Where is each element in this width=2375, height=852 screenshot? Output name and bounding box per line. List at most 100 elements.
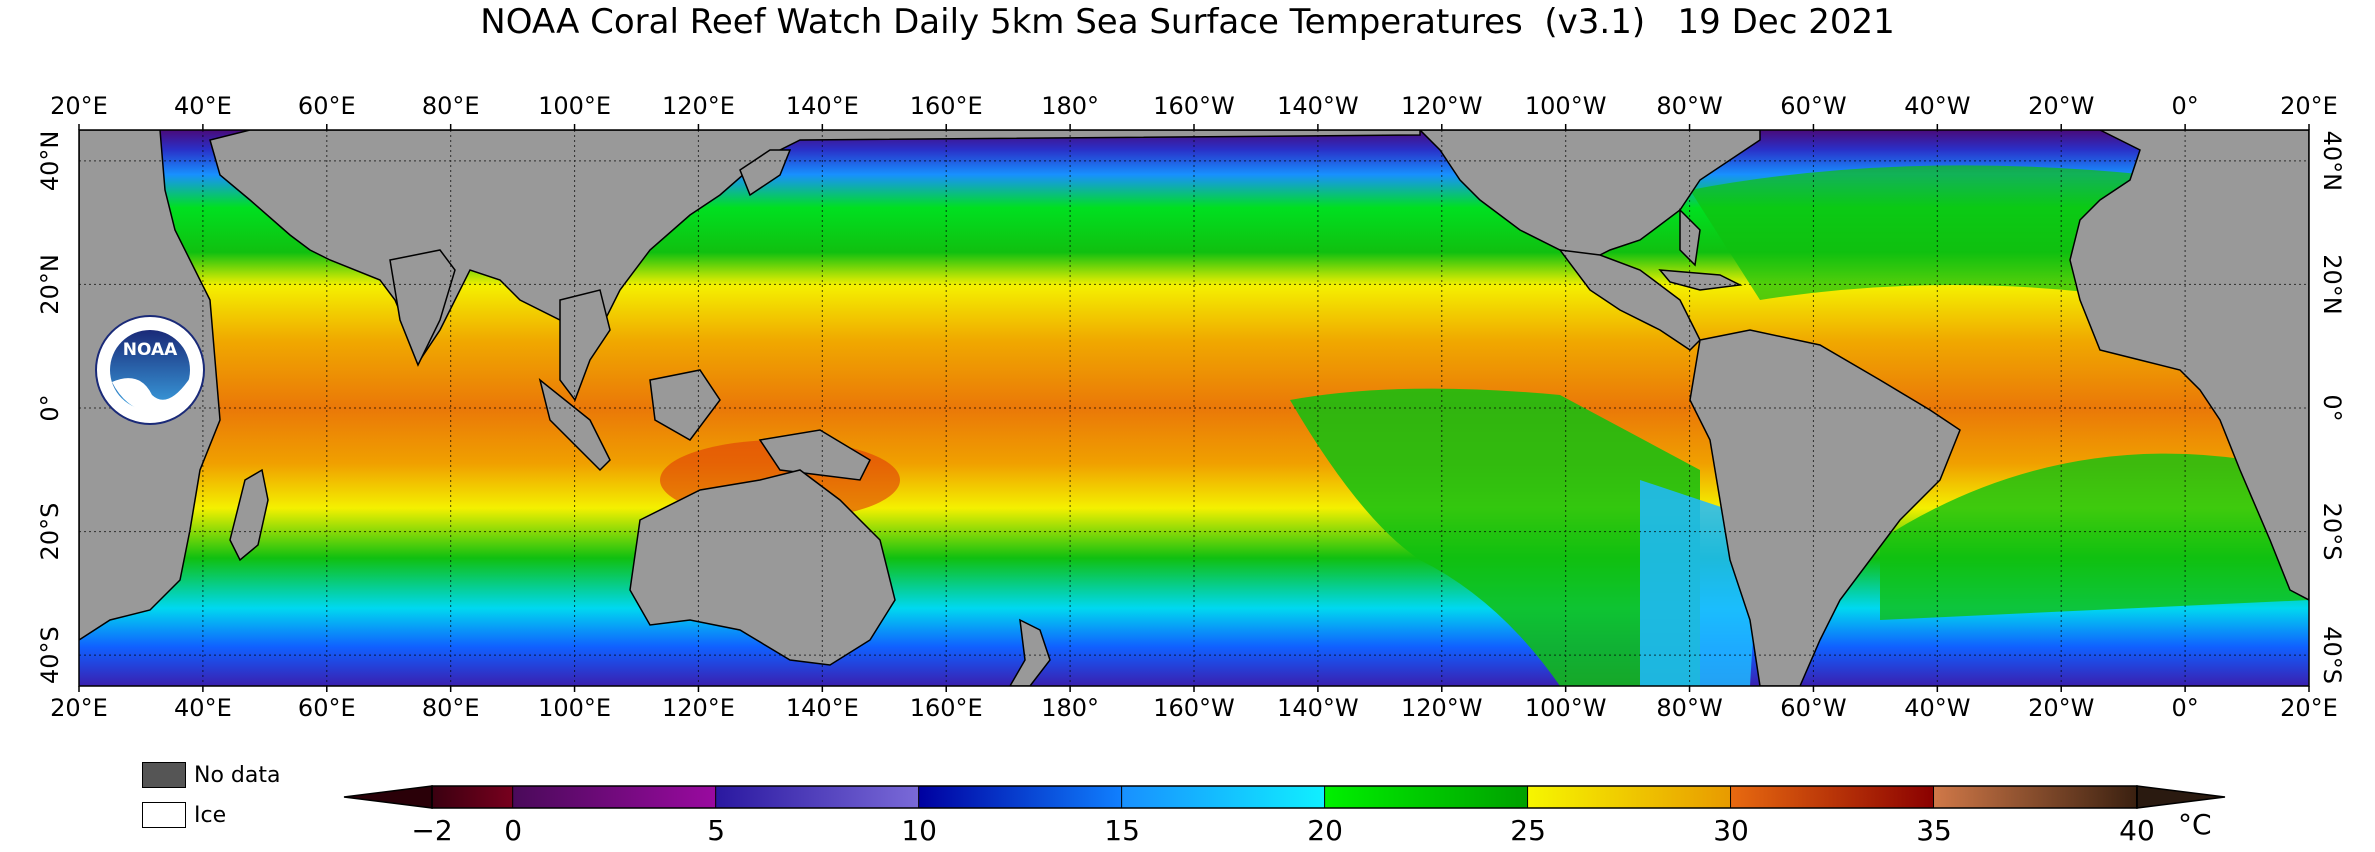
lon-label-top: 60°E: [298, 92, 356, 120]
lon-label-bottom: 80°W: [1656, 694, 1722, 722]
colorbar-tick-label: 10: [901, 814, 937, 847]
south-america: [1689, 329, 1961, 686]
indochina: [559, 289, 611, 402]
africa-west: [2069, 130, 2309, 601]
colorbar-ticks: −2 0 5 10 15 20 25 30 35 40: [411, 814, 2154, 847]
lat-label-right: 20°S: [2318, 503, 2346, 561]
new-guinea: [758, 429, 871, 481]
lon-label-top: 120°E: [662, 92, 735, 120]
colorbar-segment: [1934, 786, 2137, 808]
lon-label-bottom: 60°E: [298, 694, 356, 722]
lon-label-top: 20°W: [2028, 92, 2094, 120]
lon-label-bottom: 20°E: [2280, 694, 2338, 722]
lon-label-top: 60°W: [1780, 92, 1846, 120]
latitude-labels-left: 40°N 20°N 0° 20°S 40°S: [36, 131, 64, 684]
lon-label-top: 160°W: [1153, 92, 1235, 120]
lat-label-right: 40°S: [2318, 626, 2346, 684]
ice-label: Ice: [194, 802, 227, 828]
lon-label-bottom: 60°W: [1780, 694, 1846, 722]
colorbar-unit: °C: [2178, 808, 2212, 841]
colorbar: [343, 785, 2226, 809]
east-pacific-cool-tongue: [1290, 388, 1700, 686]
lat-label-right: 20°N: [2318, 254, 2346, 315]
lon-label-bottom: 120°E: [662, 694, 735, 722]
lon-label-top: 120°W: [1401, 92, 1483, 120]
florida: [1679, 208, 1701, 267]
lon-label-top: 160°E: [910, 92, 983, 120]
latitude-labels-right: 40°N 20°N 0° 20°S 40°S: [2318, 131, 2346, 684]
longitude-labels-bottom: 20°E 40°E 60°E 80°E 100°E 120°E 140°E 160°E 180°…: [50, 686, 2338, 722]
lon-label-bottom: 140°W: [1277, 694, 1359, 722]
lon-label-bottom: 80°E: [422, 694, 480, 722]
no-data-swatch: [142, 762, 186, 788]
lat-label-left: 40°N: [36, 131, 64, 192]
lon-label-top: 100°W: [1525, 92, 1607, 120]
lat-label-right: 0°: [2318, 394, 2346, 421]
lat-label-left: 0°: [36, 394, 64, 421]
lon-label-bottom: 20°W: [2028, 694, 2094, 722]
lon-label-top: 40°E: [174, 92, 232, 120]
cuba: [1658, 269, 1743, 291]
lon-label-top: 20°E: [2280, 92, 2338, 120]
colorbar-frame: [431, 785, 2138, 809]
map-title: NOAA Coral Reef Watch Daily 5km Sea Surf…: [480, 2, 1895, 42]
lon-label-top: 40°W: [1904, 92, 1970, 120]
colorbar-over-arrow: [2136, 785, 2226, 809]
lon-label-top: 80°E: [422, 92, 480, 120]
colorbar-tick-label: −2: [411, 814, 452, 847]
colorbar-segment: [1731, 786, 1935, 808]
colorbar-tick-label: 5: [707, 814, 725, 847]
lon-label-top: 20°E: [50, 92, 108, 120]
lon-label-top: 140°E: [786, 92, 859, 120]
new-zealand: [1009, 618, 1051, 686]
colorbar-tick-label: 35: [1916, 814, 1952, 847]
colorbar-tick-label: 15: [1104, 814, 1140, 847]
colorbar-segment: [1122, 786, 1326, 808]
lon-label-top: 100°E: [538, 92, 611, 120]
lon-label-top: 80°W: [1656, 92, 1722, 120]
colorbar-tick-label: 30: [1713, 814, 1749, 847]
no-data-label: No data: [194, 762, 281, 788]
lon-label-bottom: 0°: [2171, 694, 2198, 722]
colorbar-under-arrow: [343, 785, 433, 809]
lon-label-bottom: 100°W: [1525, 694, 1607, 722]
colorbar-segment: [716, 786, 920, 808]
colorbar-segment: [919, 786, 1123, 808]
colorbar-segment: [432, 786, 514, 808]
lat-label-right: 40°N: [2318, 131, 2346, 192]
australia: [629, 469, 896, 666]
legend-ice: Ice: [142, 800, 226, 830]
borneo: [649, 369, 721, 441]
lon-label-bottom: 160°W: [1153, 694, 1235, 722]
lon-label-bottom: 20°E: [50, 694, 108, 722]
legend-no-data: No data: [142, 760, 280, 790]
lon-label-top: 0°: [2171, 92, 2198, 120]
ice-swatch: [142, 802, 186, 828]
colorbar-tick-label: 0: [504, 814, 522, 847]
lon-label-bottom: 140°E: [786, 694, 859, 722]
india: [389, 249, 456, 367]
central-america: [1558, 249, 1701, 351]
colorbar-tick-label: 25: [1510, 814, 1546, 847]
lon-label-bottom: 100°E: [538, 694, 611, 722]
lon-label-bottom: 40°W: [1904, 694, 1970, 722]
lon-label-bottom: 120°W: [1401, 694, 1483, 722]
lon-label-bottom: 160°E: [910, 694, 983, 722]
lon-label-bottom: 40°E: [174, 694, 232, 722]
lat-label-left: 40°S: [36, 626, 64, 684]
colorbar-segment: [513, 786, 717, 808]
south-atlantic-cool: [1880, 453, 2309, 620]
colorbar-segment: [1325, 786, 1529, 808]
longitude-labels-top: 20°E 40°E 60°E 80°E 100°E 120°E 140°E 160°E 180°…: [50, 92, 2338, 130]
lon-label-bottom: 180°: [1041, 694, 1099, 722]
colorbar-tick-label: 20: [1307, 814, 1343, 847]
madagascar: [229, 468, 269, 562]
north-atlantic-cool: [1690, 165, 2150, 300]
landmasses: [79, 130, 2309, 686]
noaa-logo-text: NOAA: [123, 340, 178, 360]
japan: [739, 149, 792, 197]
lon-label-top: 180°: [1041, 92, 1099, 120]
colorbar-tick-label: 40: [2119, 814, 2155, 847]
noaa-logo: NOAA: [95, 315, 205, 425]
